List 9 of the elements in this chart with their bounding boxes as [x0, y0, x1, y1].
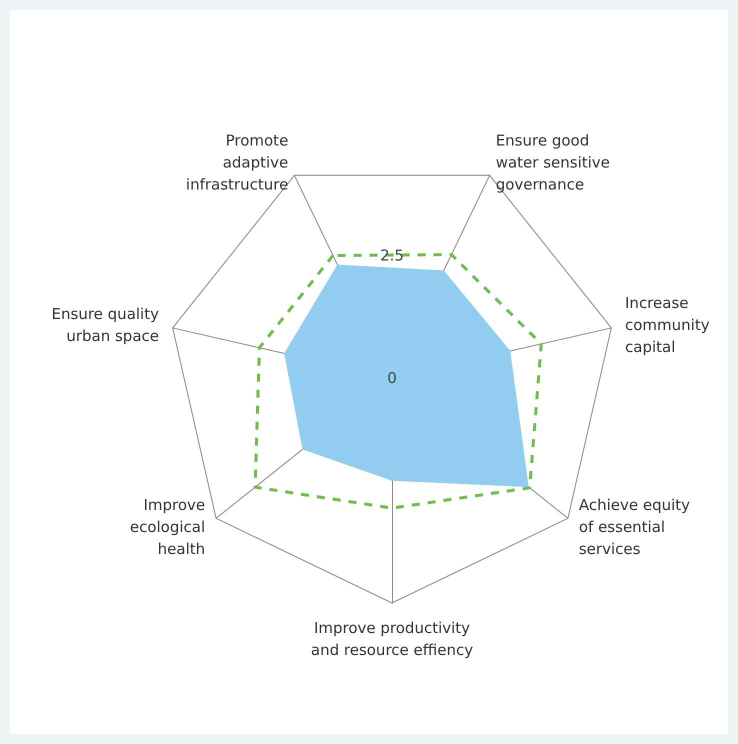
spoke-label: Promote adaptive infrastructure [186, 132, 288, 194]
spoke-label: Ensure good water sensitive governance [496, 132, 610, 194]
spoke-label: Improve productivity and resource effiency [310, 619, 474, 659]
spoke-label: Achieve equity of essential services [578, 496, 690, 558]
spoke-label: Increase community capital [625, 294, 710, 356]
y-tick-label: 0 [387, 369, 397, 387]
y-tick-label: 2.5 [380, 246, 404, 265]
spoke-label: Ensure quality urban space [52, 304, 160, 345]
spoke-label: Improve ecological health [130, 496, 206, 558]
